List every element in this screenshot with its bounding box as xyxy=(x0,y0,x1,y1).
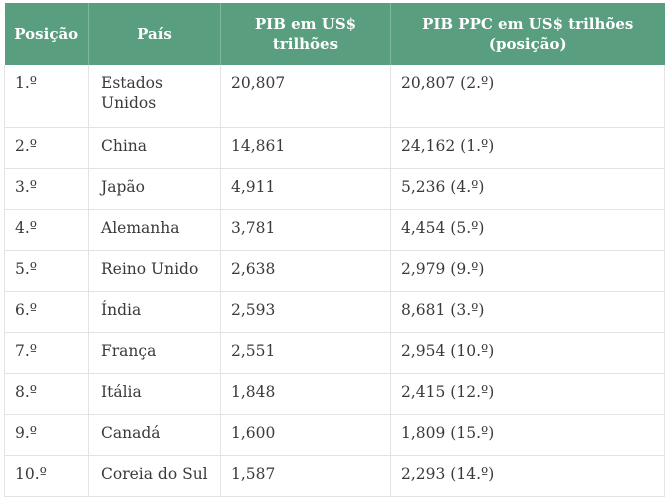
cell-rank: 2.º xyxy=(4,127,89,169)
cell-country: Japão xyxy=(88,168,221,210)
cell-gdp: 2,551 xyxy=(220,332,391,374)
cell-gdp: 2,638 xyxy=(220,250,391,292)
cell-rank: 8.º xyxy=(4,373,89,415)
cell-country: Reino Unido xyxy=(88,250,221,292)
cell-gdp-ppp: 2,954 (10.º) xyxy=(390,332,665,374)
cell-gdp-ppp: 8,681 (3.º) xyxy=(390,291,665,333)
table-row: 3.º Japão 4,911 5,236 (4.º) xyxy=(4,168,665,210)
cell-gdp: 4,911 xyxy=(220,168,391,210)
header-gdp-ppp: PIB PPC em US$ trilhões (posição) xyxy=(390,3,665,65)
table-row: 10.º Coreia do Sul 1,587 2,293 (14.º) xyxy=(4,455,665,497)
table-row: 6.º Índia 2,593 8,681 (3.º) xyxy=(4,291,665,333)
cell-rank: 4.º xyxy=(4,209,89,251)
table-row: 7.º França 2,551 2,954 (10.º) xyxy=(4,332,665,374)
cell-gdp-ppp: 2,979 (9.º) xyxy=(390,250,665,292)
table-body: 1.º Estados Unidos 20,807 20,807 (2.º) 2… xyxy=(4,65,665,497)
cell-country: Alemanha xyxy=(88,209,221,251)
cell-country: China xyxy=(88,127,221,169)
cell-gdp-ppp: 2,293 (14.º) xyxy=(390,455,665,497)
cell-rank: 10.º xyxy=(4,455,89,497)
cell-rank: 1.º xyxy=(4,65,89,128)
cell-country: França xyxy=(88,332,221,374)
cell-rank: 7.º xyxy=(4,332,89,374)
table-row: 8.º Itália 1,848 2,415 (12.º) xyxy=(4,373,665,415)
cell-gdp: 1,600 xyxy=(220,414,391,456)
cell-gdp: 20,807 xyxy=(220,65,391,128)
cell-gdp-ppp: 4,454 (5.º) xyxy=(390,209,665,251)
header-country: País xyxy=(88,3,221,65)
cell-gdp-ppp: 5,236 (4.º) xyxy=(390,168,665,210)
cell-rank: 6.º xyxy=(4,291,89,333)
cell-gdp: 1,587 xyxy=(220,455,391,497)
cell-country: Itália xyxy=(88,373,221,415)
table-row: 4.º Alemanha 3,781 4,454 (5.º) xyxy=(4,209,665,251)
table-row: 9.º Canadá 1,600 1,809 (15.º) xyxy=(4,414,665,456)
table-row: 2.º China 14,861 24,162 (1.º) xyxy=(4,127,665,169)
gdp-ranking-table: Posição País PIB em US$ trilhões PIB PPC… xyxy=(4,3,665,497)
cell-gdp-ppp: 1,809 (15.º) xyxy=(390,414,665,456)
table-row: 1.º Estados Unidos 20,807 20,807 (2.º) xyxy=(4,65,665,128)
cell-rank: 9.º xyxy=(4,414,89,456)
cell-gdp: 14,861 xyxy=(220,127,391,169)
gdp-table-container: Posição País PIB em US$ trilhões PIB PPC… xyxy=(4,3,665,497)
cell-country: Índia xyxy=(88,291,221,333)
cell-country: Coreia do Sul xyxy=(88,455,221,497)
cell-gdp-ppp: 24,162 (1.º) xyxy=(390,127,665,169)
cell-gdp: 3,781 xyxy=(220,209,391,251)
header-gdp: PIB em US$ trilhões xyxy=(220,3,391,65)
cell-gdp-ppp: 2,415 (12.º) xyxy=(390,373,665,415)
cell-country: Canadá xyxy=(88,414,221,456)
cell-rank: 3.º xyxy=(4,168,89,210)
cell-country: Estados Unidos xyxy=(88,65,221,128)
header-rank: Posição xyxy=(4,3,89,65)
header-row: Posição País PIB em US$ trilhões PIB PPC… xyxy=(4,3,665,65)
cell-rank: 5.º xyxy=(4,250,89,292)
cell-gdp-ppp: 20,807 (2.º) xyxy=(390,65,665,128)
cell-gdp: 1,848 xyxy=(220,373,391,415)
table-header: Posição País PIB em US$ trilhões PIB PPC… xyxy=(4,3,665,65)
cell-gdp: 2,593 xyxy=(220,291,391,333)
table-row: 5.º Reino Unido 2,638 2,979 (9.º) xyxy=(4,250,665,292)
